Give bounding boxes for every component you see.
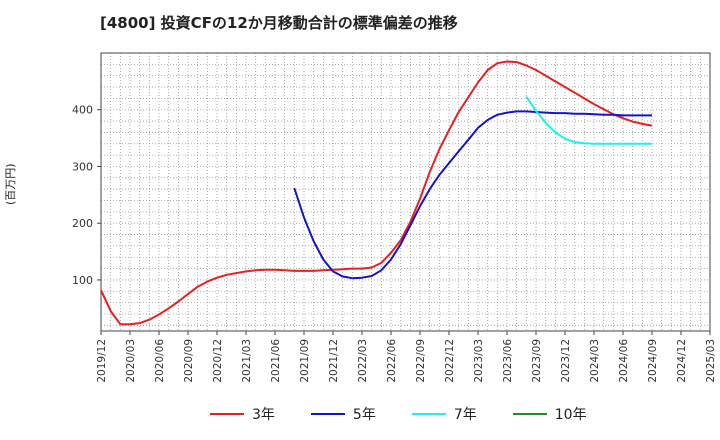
x-tick-label: 2022/06: [386, 339, 398, 383]
x-tick-label: 2020/03: [125, 339, 137, 383]
series-line-0: [100, 60, 653, 326]
legend-swatch-3y: [210, 413, 244, 415]
legend: 3年 5年 7年 10年: [210, 404, 587, 424]
plot-border: [100, 52, 711, 332]
legend-item-7y: 7年: [411, 404, 477, 424]
legend-label-7y: 7年: [453, 407, 477, 423]
legend-item-10y: 10年: [512, 404, 587, 424]
plot-area: [101, 53, 710, 331]
x-tick-label: 2020/06: [154, 339, 166, 383]
legend-item-3y: 3年: [210, 404, 275, 424]
x-tick-label: 2022/03: [357, 339, 369, 383]
x-tick-label: 2025/03: [705, 339, 717, 383]
legend-swatch-5y: [310, 413, 345, 415]
x-tick-label: 2021/12: [328, 339, 340, 383]
series-line-1: [293, 110, 652, 280]
x-tick-label: 2024/12: [676, 339, 688, 383]
x-tick-label: 2022/09: [415, 339, 427, 383]
x-tick-label: 2021/06: [270, 339, 282, 383]
x-tick-label: 2023/12: [560, 339, 572, 383]
y-tick-label: 400: [72, 104, 93, 117]
x-tick-label: 2021/03: [241, 339, 253, 383]
legend-label-3y: 3年: [252, 407, 275, 423]
legend-label-5y: 5年: [352, 407, 376, 423]
series-line-2: [525, 96, 652, 145]
legend-item-5y: 5年: [310, 404, 376, 424]
x-tick-label: 2023/09: [531, 339, 543, 383]
x-tick-label: 2024/06: [618, 339, 630, 383]
x-tick-label: 2023/03: [473, 339, 485, 383]
y-tick-label: 300: [72, 160, 93, 173]
legend-swatch-10y: [512, 413, 547, 415]
x-tick-label: 2022/12: [444, 339, 456, 383]
x-tick-label: 2023/06: [502, 339, 514, 383]
x-tick-label: 2020/12: [212, 339, 224, 383]
legend-label-10y: 10年: [554, 407, 587, 423]
y-tick-label: 200: [72, 217, 93, 230]
legend-swatch-7y: [411, 413, 446, 415]
x-tick-label: 2024/03: [589, 339, 601, 383]
x-tick-label: 2019/12: [96, 339, 108, 383]
x-tick-label: 2024/09: [647, 339, 659, 383]
x-tick-label: 2021/09: [299, 339, 311, 383]
chart-title: [4800] 投資CFの12か月移動合計の標準偏差の推移: [100, 14, 458, 32]
x-tick-label: 2020/09: [183, 339, 195, 383]
y-tick-label: 100: [72, 274, 93, 287]
